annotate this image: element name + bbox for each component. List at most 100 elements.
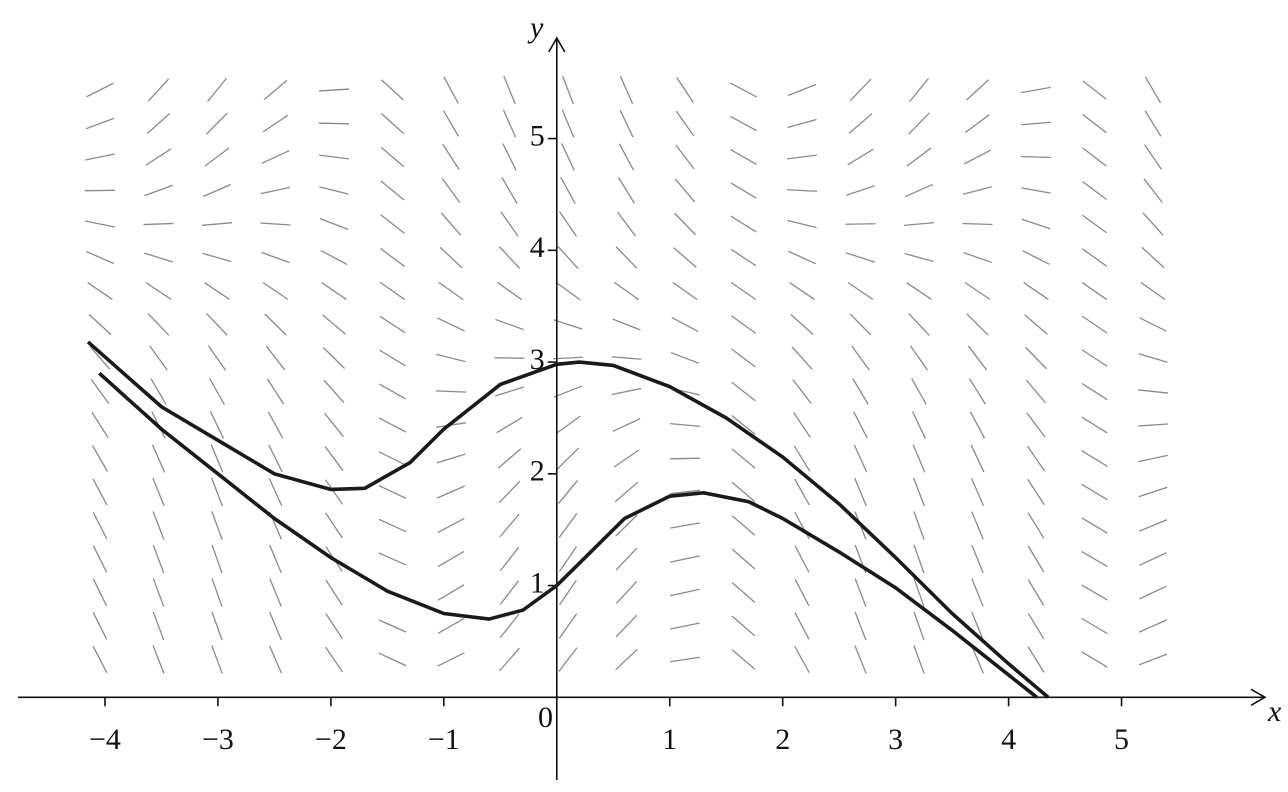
slope-segment [499, 613, 520, 639]
slope-segment [558, 613, 578, 639]
slope-segment [263, 79, 288, 101]
slope-segment [442, 110, 460, 137]
slope-segment [615, 581, 638, 604]
slope-segment [731, 649, 756, 670]
slope-segment [618, 177, 635, 204]
slope-segment [152, 544, 165, 574]
slope-segment [847, 148, 874, 166]
slope-segment [846, 252, 875, 263]
slope-segment [1081, 416, 1108, 434]
slope-segment [324, 479, 344, 505]
slope-segment [559, 579, 577, 606]
slope-segment [1138, 454, 1168, 463]
slope-segment [854, 477, 867, 507]
slope-segment [92, 612, 108, 640]
slope-segment [211, 578, 223, 607]
slope-segment [381, 79, 404, 101]
slope-segment [379, 315, 406, 334]
slope-segment [1081, 584, 1108, 601]
slope-segment [912, 444, 926, 473]
slope-segment [144, 184, 173, 197]
slope-segment [791, 346, 813, 370]
slope-segment [731, 381, 756, 402]
slope-segment [90, 378, 110, 405]
x-arrow [1250, 688, 1267, 707]
slope-segment [731, 481, 756, 503]
solution-curve [86, 340, 1050, 699]
slope-segment [1082, 181, 1107, 200]
slope-segment [1141, 246, 1165, 269]
slope-segment [1137, 423, 1169, 427]
slope-segment [442, 144, 460, 170]
slope-segment [150, 378, 167, 405]
slope-segment [730, 115, 757, 132]
slope-segment [1081, 382, 1108, 401]
slope-segment [143, 252, 174, 263]
y-tick-label: 4 [530, 231, 545, 264]
slope-segment [1022, 250, 1050, 265]
slope-segment [496, 281, 523, 301]
slope-segment [671, 316, 699, 333]
slope-segment [964, 282, 991, 300]
slope-segment [789, 282, 815, 300]
slope-segment [1144, 144, 1162, 170]
slope-segment [908, 112, 930, 135]
slope-segment [913, 511, 925, 540]
slope-segment [500, 211, 519, 237]
slope-segment [269, 544, 282, 574]
slope-segment [499, 647, 520, 672]
slope-segment [1081, 550, 1108, 568]
slope-segment [264, 313, 287, 336]
slope-segment [904, 221, 934, 227]
slope-segment [380, 180, 405, 201]
slope-segment [555, 281, 581, 301]
slope-segment [498, 246, 521, 269]
slope-segment [967, 345, 988, 371]
x-tick-label: −2 [315, 723, 347, 756]
slope-segment [794, 646, 810, 673]
slope-segment [670, 352, 700, 364]
slope-segment [1027, 612, 1045, 640]
slope-segment [969, 411, 986, 439]
slope-segment [1081, 349, 1108, 367]
x-tick-label: −3 [202, 723, 234, 756]
y-tick-label: 1 [530, 566, 545, 599]
slope-segment [849, 78, 872, 102]
slope-segment [730, 281, 757, 301]
slope-segment [85, 153, 115, 161]
slope-segment [966, 79, 989, 101]
slope-segment [437, 652, 465, 667]
slope-segment [501, 177, 518, 204]
slope-segment [1026, 412, 1046, 438]
slope-segment [441, 178, 461, 203]
slope-segment [670, 622, 700, 630]
slope-segment [146, 112, 171, 135]
slope-segment [439, 246, 463, 269]
slope-segment [1021, 86, 1051, 94]
slope-segment [152, 477, 165, 507]
slope-segment [209, 411, 225, 439]
slope-segment [849, 313, 872, 336]
slope-segment [1021, 218, 1051, 230]
slope-segment [730, 315, 757, 334]
slope-segment [379, 349, 406, 367]
slope-segment [204, 282, 230, 300]
slope-segment [379, 383, 406, 400]
slope-segment [324, 446, 344, 471]
slope-segment [1139, 619, 1167, 633]
slope-segment [731, 348, 756, 368]
slope-segment [971, 611, 984, 641]
slope-segment [1138, 389, 1168, 394]
slope-segment [905, 183, 933, 198]
slope-segment [1144, 76, 1162, 104]
slope-segment [1027, 479, 1045, 505]
slope-segment [436, 353, 466, 363]
slope-segment [558, 647, 578, 672]
slope-segment [268, 444, 283, 473]
slope-segment [269, 611, 282, 641]
slope-segment [788, 250, 816, 265]
slope-segment [1025, 379, 1047, 404]
slope-segment [787, 118, 817, 129]
slope-segment [966, 313, 989, 336]
slope-segment [787, 83, 817, 97]
